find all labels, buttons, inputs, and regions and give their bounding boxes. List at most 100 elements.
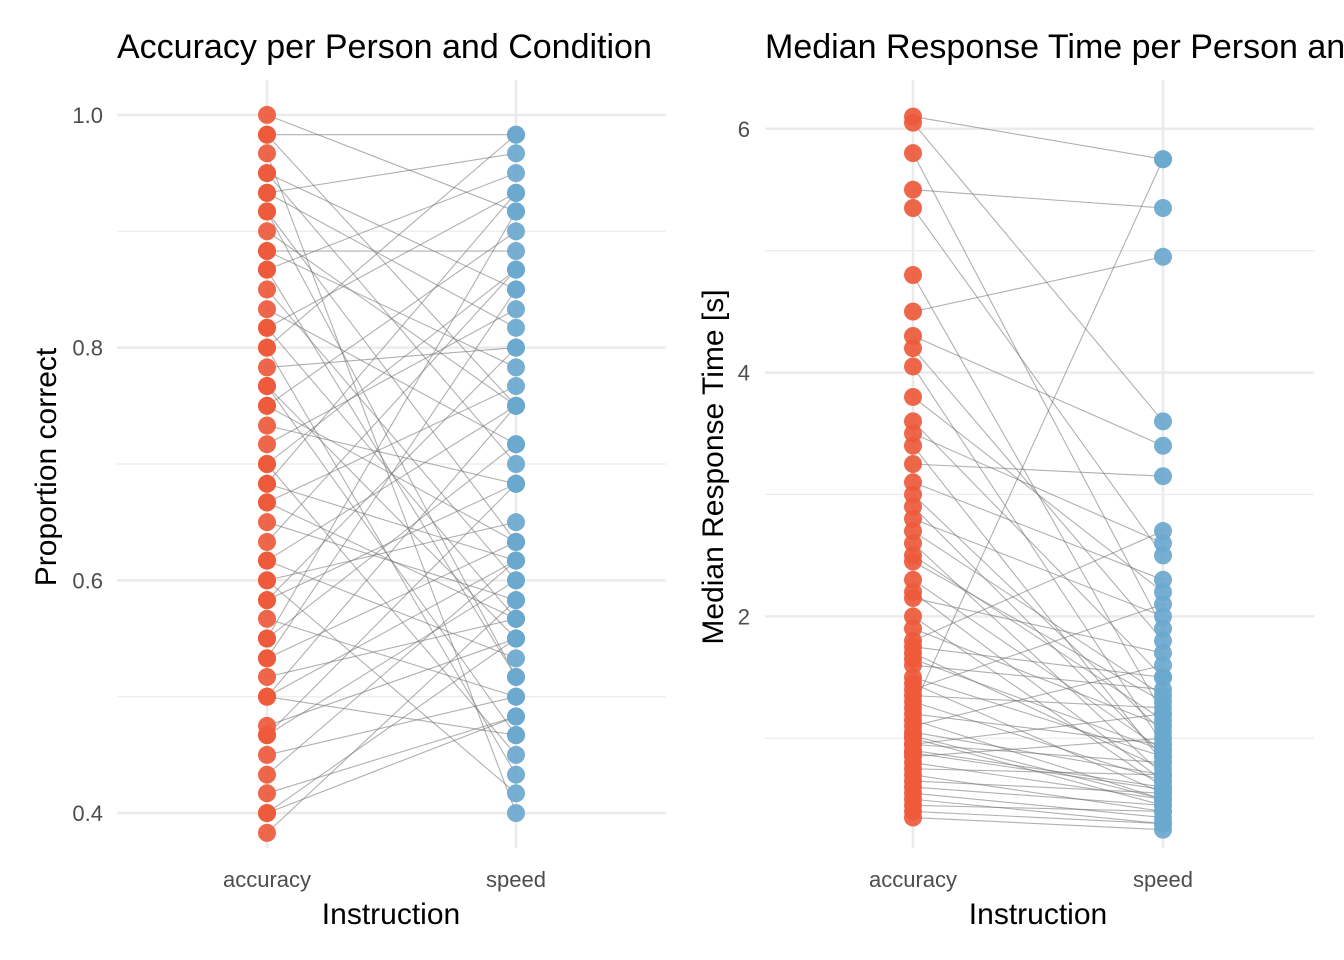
accuracy-pair-line bbox=[266, 192, 517, 329]
accuracy-point-speed bbox=[507, 280, 525, 299]
accuracy-point-speed bbox=[507, 765, 525, 784]
accuracy-x-ticks: accuracy speed bbox=[223, 867, 546, 892]
rt-pair-line bbox=[912, 786, 1164, 806]
accuracy-x-axis-title: Instruction bbox=[322, 898, 460, 931]
rt-point-speed bbox=[1154, 631, 1172, 650]
rt-point-speed bbox=[1154, 412, 1172, 431]
rt-point-accuracy bbox=[904, 357, 922, 376]
rt-pair-line bbox=[912, 780, 1164, 794]
accuracy-point-speed bbox=[507, 707, 525, 726]
rt-point-speed bbox=[1154, 467, 1172, 486]
accuracy-point-speed bbox=[507, 318, 525, 337]
rt-point-speed bbox=[1154, 820, 1172, 839]
rt-y-tick-label: 2 bbox=[738, 604, 750, 629]
rt-pair-line bbox=[912, 735, 1164, 800]
accuracy-pair-line bbox=[266, 715, 517, 794]
rt-point-speed bbox=[1154, 199, 1172, 217]
accuracy-x-tick-label-accuracy: accuracy bbox=[223, 867, 311, 892]
rt-pair-line bbox=[912, 591, 1164, 782]
rt-pair-line bbox=[912, 506, 1164, 757]
accuracy-point-accuracy bbox=[258, 260, 276, 279]
rt-pair-line bbox=[912, 664, 1164, 727]
rt-pair-line bbox=[912, 737, 1164, 758]
accuracy-point-speed bbox=[507, 144, 525, 163]
accuracy-pair-line bbox=[266, 599, 517, 834]
rt-point-speed bbox=[1154, 534, 1172, 553]
accuracy-x-tick-label-speed: speed bbox=[486, 867, 546, 892]
rt-pair-line bbox=[912, 116, 1164, 160]
rt-point-speed bbox=[1154, 704, 1172, 723]
accuracy-point-accuracy bbox=[258, 474, 276, 493]
rt-point-speed bbox=[1154, 686, 1172, 705]
rt-pair-line bbox=[912, 713, 1164, 745]
accuracy-pair-line bbox=[266, 483, 517, 601]
rt-point-accuracy bbox=[904, 698, 922, 717]
rt-point-accuracy bbox=[904, 455, 922, 473]
rt-y-tick-label: 4 bbox=[738, 361, 750, 386]
rt-pair-line bbox=[912, 804, 1164, 812]
rt-point-accuracy bbox=[904, 808, 922, 827]
rt-point-speed bbox=[1154, 570, 1172, 589]
rt-pair-line bbox=[912, 530, 1164, 697]
rt-point-accuracy bbox=[904, 339, 922, 358]
accuracy-point-accuracy bbox=[258, 513, 276, 532]
rt-pair-line bbox=[912, 463, 1164, 477]
accuracy-point-accuracy bbox=[258, 202, 276, 221]
rt-pair-line bbox=[912, 792, 1164, 819]
rt-point-speed bbox=[1154, 595, 1172, 614]
rt-pair-line bbox=[912, 798, 1164, 825]
accuracy-point-accuracy bbox=[258, 358, 276, 377]
accuracy-point-speed bbox=[507, 338, 525, 357]
rt-point-speed bbox=[1154, 790, 1172, 809]
accuracy-point-accuracy bbox=[258, 804, 276, 823]
accuracy-pair-line bbox=[266, 560, 517, 698]
accuracy-point-speed bbox=[507, 571, 525, 590]
accuracy-point-speed bbox=[507, 260, 525, 279]
rt-pair-line bbox=[912, 646, 1164, 678]
accuracy-pair-line bbox=[266, 560, 517, 776]
accuracy-grid bbox=[117, 80, 666, 848]
rt-point-accuracy bbox=[904, 302, 922, 321]
accuracy-point-speed bbox=[507, 125, 525, 144]
rt-point-speed bbox=[1154, 741, 1172, 760]
accuracy-point-speed bbox=[507, 667, 525, 686]
accuracy-pair-line bbox=[266, 172, 517, 465]
rt-pair-line bbox=[912, 159, 1164, 709]
rt-pair-line bbox=[912, 676, 1164, 758]
accuracy-pair-line bbox=[266, 483, 517, 562]
rt-y-ticks: 2 4 6 bbox=[738, 117, 750, 630]
accuracy-point-speed bbox=[507, 551, 525, 570]
accuracy-point-speed bbox=[507, 745, 525, 764]
accuracy-point-accuracy bbox=[258, 222, 276, 241]
accuracy-point-accuracy bbox=[258, 242, 276, 261]
accuracy-point-speed bbox=[507, 687, 525, 706]
rt-point-accuracy bbox=[904, 180, 922, 199]
accuracy-pair-line bbox=[266, 250, 517, 368]
rt-pair-line bbox=[912, 774, 1164, 812]
rt-point-accuracy bbox=[904, 144, 922, 163]
accuracy-point-accuracy bbox=[258, 280, 276, 299]
rt-point-speed bbox=[1154, 436, 1172, 455]
accuracy-point-speed bbox=[507, 435, 525, 454]
rt-pair-line bbox=[912, 335, 1164, 447]
rt-point-speed bbox=[1154, 150, 1172, 169]
accuracy-pair-line bbox=[266, 521, 517, 581]
accuracy-pair-line bbox=[266, 269, 517, 465]
rt-pair-line bbox=[912, 554, 1164, 721]
rt-pair-line bbox=[912, 768, 1164, 776]
accuracy-point-speed bbox=[507, 377, 525, 396]
rt-point-accuracy bbox=[904, 522, 922, 541]
accuracy-point-accuracy bbox=[258, 435, 276, 454]
rt-x-axis-title: Instruction bbox=[969, 898, 1107, 931]
accuracy-pair-line bbox=[266, 172, 517, 290]
rt-point-accuracy bbox=[904, 266, 922, 285]
rt-points bbox=[904, 107, 1172, 839]
accuracy-point-speed bbox=[507, 474, 525, 493]
accuracy-point-accuracy bbox=[258, 105, 276, 124]
accuracy-point-accuracy bbox=[258, 687, 276, 706]
rt-pair-line bbox=[912, 664, 1164, 691]
rt-point-speed bbox=[1154, 247, 1172, 266]
accuracy-point-accuracy bbox=[258, 629, 276, 648]
accuracy-point-accuracy bbox=[258, 532, 276, 551]
rt-grid bbox=[765, 80, 1314, 848]
